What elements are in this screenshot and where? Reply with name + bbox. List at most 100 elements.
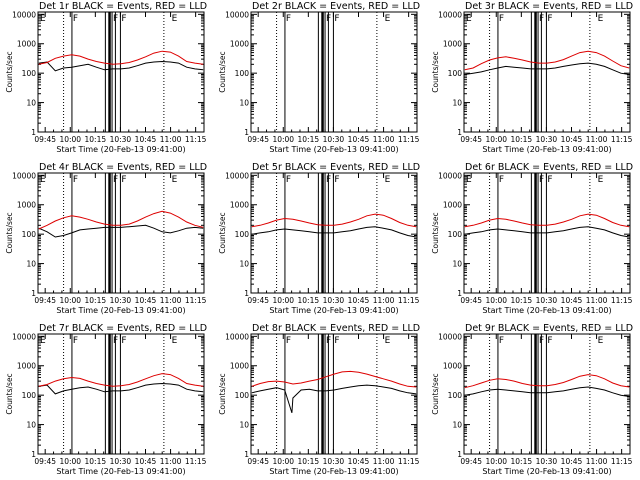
x-tick-label: 09:45 (460, 457, 482, 466)
y-tick-label: 1000 (17, 362, 36, 371)
y-axis-label: Counts/sec (218, 51, 227, 92)
flag-f-label: F (326, 14, 331, 24)
plot-frame (250, 172, 418, 294)
x-axis-label: Start Time (20-Feb-13 09:41:00) (56, 145, 185, 154)
eclipse-e-label: E (385, 175, 391, 185)
x-tick-label: 10:00 (59, 457, 81, 466)
y-tick-label: 10 (452, 421, 462, 430)
eclipse-e-label: E (598, 175, 604, 185)
x-tick-label: 10:30 (323, 296, 345, 305)
flag-f-label: F (334, 175, 339, 185)
lld-series-line (464, 213, 630, 228)
lld-series-line (38, 373, 204, 387)
eclipse-e-label: E (172, 14, 178, 24)
x-tick-label: 10:15 (298, 457, 320, 466)
x-tick-label: 10:45 (348, 457, 370, 466)
x-tick-label: 09:45 (247, 135, 269, 144)
x-tick-label: 09:45 (247, 296, 269, 305)
flag-f-label: F (121, 336, 126, 346)
x-tick-label: 11:15 (611, 135, 633, 144)
plot-frame (37, 11, 205, 133)
y-tick-label: 1 (31, 128, 36, 137)
x-axis-label: Start Time (20-Feb-13 09:41:00) (482, 145, 611, 154)
flag-f-label: F (547, 14, 552, 24)
eclipse-e-label: E (598, 336, 604, 346)
plot-frame (37, 172, 205, 294)
y-tick-label: 10000 (12, 332, 36, 341)
y-tick-label: 10 (239, 260, 249, 269)
x-tick-label: 10:45 (348, 296, 370, 305)
x-tick-label: 10:45 (135, 296, 157, 305)
y-tick-label: 100 (448, 230, 463, 239)
eclipse-e-label: E (598, 14, 604, 24)
x-axis-label: Start Time (20-Feb-13 09:41:00) (482, 467, 611, 476)
x-tick-label: 11:00 (160, 135, 182, 144)
y-axis-label: Counts/sec (5, 373, 14, 414)
flag-f-label: F (334, 14, 339, 24)
x-tick-label: 09:45 (34, 457, 56, 466)
x-tick-label: 10:00 (59, 135, 81, 144)
y-tick-label: 10 (452, 99, 462, 108)
eclipse-e-label: E (385, 14, 391, 24)
y-tick-label: 1000 (443, 362, 462, 371)
y-tick-label: 10000 (225, 10, 249, 19)
panel-title: Det 3r BLACK = Events, RED = LLD (465, 1, 633, 12)
plot-frame (463, 11, 631, 133)
y-tick-label: 1000 (443, 40, 462, 49)
eclipse-e-label: E (466, 14, 472, 24)
y-tick-label: 1 (31, 289, 36, 298)
x-axis-label: Start Time (20-Feb-13 09:41:00) (269, 145, 398, 154)
x-tick-label: 10:00 (485, 135, 507, 144)
y-tick-label: 1 (457, 128, 462, 137)
panel-title: Det 6r BLACK = Events, RED = LLD (465, 162, 633, 173)
eclipse-e-label: E (385, 336, 391, 346)
panel-det-2: Det 2r BLACK = Events, RED = LLD 1 10 100 10… (218, 1, 420, 154)
lld-series-line (38, 50, 204, 65)
x-tick-label: 10:30 (323, 135, 345, 144)
x-tick-label: 10:15 (511, 457, 533, 466)
y-tick-label: 100 (448, 391, 463, 400)
x-tick-label: 09:45 (460, 135, 482, 144)
flag-f-label: F (121, 14, 126, 24)
x-tick-label: 10:30 (323, 457, 345, 466)
x-tick-label: 09:45 (460, 296, 482, 305)
panel-title: Det 7r BLACK = Events, RED = LLD (39, 323, 207, 334)
y-axis-label: Counts/sec (5, 51, 14, 92)
y-tick-label: 100 (22, 391, 37, 400)
x-tick-label: 10:45 (135, 135, 157, 144)
y-tick-label: 10000 (438, 10, 462, 19)
panel-det-6: Det 6r BLACK = Events, RED = LLD 1 10 100 10… (431, 162, 633, 315)
panel-title: Det 4r BLACK = Events, RED = LLD (39, 162, 207, 173)
eclipse-e-label: E (40, 175, 46, 185)
lld-series-line (251, 370, 417, 388)
y-tick-label: 1000 (230, 40, 249, 49)
panel-det-3: Det 3r BLACK = Events, RED = LLD 1 10 100 10… (431, 1, 633, 154)
events-series-line (464, 62, 630, 75)
x-tick-label: 10:15 (298, 135, 320, 144)
y-tick-label: 10000 (438, 171, 462, 180)
panel-det-8: Det 8r BLACK = Events, RED = LLD 1 10 100 10… (218, 323, 420, 476)
x-tick-label: 11:15 (611, 296, 633, 305)
x-tick-label: 11:15 (611, 457, 633, 466)
x-tick-label: 11:15 (398, 457, 420, 466)
plot-frame (250, 11, 418, 133)
y-tick-label: 10 (239, 99, 249, 108)
flag-f-label: F (539, 175, 544, 185)
events-series-line (251, 226, 417, 238)
x-tick-label: 09:45 (247, 457, 269, 466)
lld-series-line (464, 374, 630, 389)
events-series-line (464, 226, 630, 238)
y-tick-label: 1 (31, 450, 36, 459)
y-tick-label: 10000 (12, 10, 36, 19)
flag-f-label: F (113, 175, 118, 185)
x-axis-label: Start Time (20-Feb-13 09:41:00) (56, 467, 185, 476)
x-tick-label: 10:15 (511, 296, 533, 305)
plot-frame (37, 333, 205, 455)
x-tick-label: 11:00 (586, 457, 608, 466)
events-series-line (38, 382, 204, 395)
panel-det-5: Det 5r BLACK = Events, RED = LLD 1 10 100 10… (218, 162, 420, 315)
flag-f-label: F (499, 14, 504, 24)
x-axis-label: Start Time (20-Feb-13 09:41:00) (269, 467, 398, 476)
x-tick-label: 11:00 (160, 457, 182, 466)
x-tick-label: 11:00 (373, 135, 395, 144)
